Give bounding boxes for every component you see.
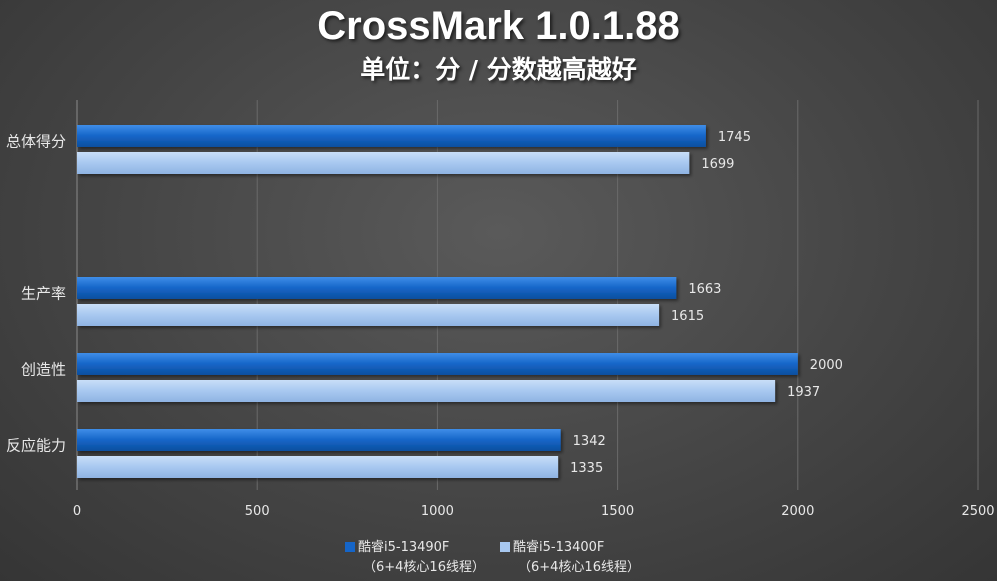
- bar-series-2: [77, 152, 690, 174]
- legend-item-series-1: 酷睿i5-13490F （6+4核心16线程）: [345, 538, 485, 578]
- x-tick-label: 2000: [781, 504, 814, 519]
- bar-series-2: [77, 380, 776, 402]
- x-tick-label: 1000: [421, 504, 454, 519]
- chart-subtitle: 单位：分 / 分数越高越好: [360, 55, 637, 84]
- legend-sublabel-series-1: （6+4核心16线程）: [363, 560, 485, 575]
- data-label: 1335: [570, 461, 603, 476]
- data-label: 1745: [718, 130, 751, 145]
- data-label: 1663: [688, 282, 721, 297]
- bar-series-1: [77, 353, 798, 375]
- legend-sublabel-series-2: （6+4核心16线程）: [518, 560, 640, 575]
- x-tick-label: 0: [73, 504, 81, 519]
- bar-series-1: [77, 429, 561, 451]
- bar-series-2: [77, 304, 660, 326]
- legend-swatch-series-2: [500, 541, 510, 552]
- labels: 0 500 1000 1500 2000 2500 总体得分 1745 1699 生产率 1663 1…: [6, 130, 995, 519]
- legend-item-series-2: 酷睿i5-13400F （6+4核心16线程）: [500, 538, 640, 578]
- x-tick-label: 1500: [601, 504, 634, 519]
- chart-title: CrossMark 1.0.1.88: [317, 4, 680, 48]
- bar-series-1: [77, 277, 677, 299]
- bars: [77, 125, 798, 478]
- x-tick-label: 2500: [961, 504, 994, 519]
- bar-series-1: [77, 125, 706, 147]
- bar-series-2: [77, 456, 559, 478]
- data-label: 1615: [671, 309, 704, 324]
- data-label: 1699: [701, 157, 734, 172]
- category-label: 创造性: [21, 361, 66, 379]
- data-label: 2000: [810, 358, 843, 373]
- category-label: 生产率: [21, 285, 66, 303]
- x-tick-label: 500: [245, 504, 270, 519]
- data-label: 1937: [787, 385, 820, 400]
- legend-label-series-1: 酷睿i5-13490F: [358, 540, 450, 555]
- data-label: 1342: [573, 434, 606, 449]
- legend-label-series-2: 酷睿i5-13400F: [513, 540, 605, 555]
- legend-swatch-series-1: [345, 541, 355, 552]
- category-label: 总体得分: [6, 133, 66, 151]
- category-label: 反应能力: [6, 437, 66, 455]
